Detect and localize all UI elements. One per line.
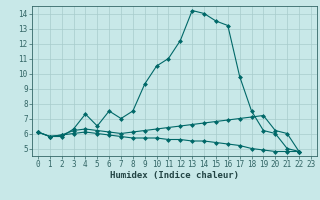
X-axis label: Humidex (Indice chaleur): Humidex (Indice chaleur) (110, 171, 239, 180)
